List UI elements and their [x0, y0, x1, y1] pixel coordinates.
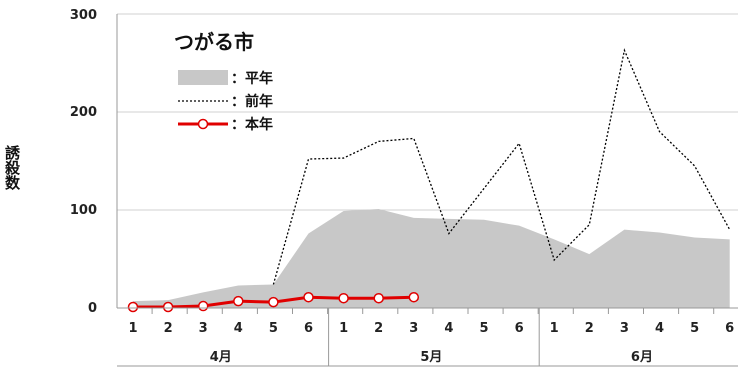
honnen-point [338, 292, 349, 304]
month-label: 4月 [210, 350, 232, 365]
x-tick-label: 5 [479, 321, 488, 336]
month-label: 6月 [631, 350, 653, 365]
x-tick-label: 2 [585, 321, 594, 336]
legend-swatch-honnen-marker [197, 118, 209, 130]
legend-swatch-heinen [178, 70, 228, 85]
x-tick-label: 6 [725, 321, 734, 336]
honnen-point [303, 291, 314, 303]
honnen-point [373, 292, 384, 304]
month-label: 5月 [420, 350, 442, 365]
y-tick-label: 200 [70, 105, 97, 120]
legend: ：平年 ：前年 ：本年 [178, 70, 273, 133]
x-tick-label: 1 [339, 321, 348, 336]
honnen-point [162, 301, 174, 313]
x-tick-label: 2 [164, 321, 173, 336]
x-tick-label: 5 [269, 321, 278, 336]
y-tick-label: 300 [70, 8, 97, 23]
x-tick-label: 4 [234, 321, 243, 336]
legend-label-heinen: ：平年 [231, 70, 273, 87]
y-tick-label: 0 [88, 301, 97, 316]
honnen-point [233, 295, 244, 307]
legend-label-honnen: ：本年 [231, 116, 273, 133]
x-tick-label: 3 [199, 321, 208, 336]
series-heinen-area [133, 209, 730, 308]
x-tick-label: 6 [515, 321, 524, 336]
legend-label-zennen: ：前年 [231, 93, 273, 110]
x-tick-label: 6 [304, 321, 313, 336]
x-tick-label: 5 [690, 321, 699, 336]
y-axis-label: 誘殺数 [3, 144, 21, 191]
honnen-point [408, 291, 420, 303]
honnen-point [268, 296, 279, 308]
x-tick-label: 3 [620, 321, 629, 336]
honnen-point [127, 301, 139, 313]
chart-title: つがる市 [174, 30, 254, 54]
x-tick-label: 2 [374, 321, 383, 336]
x-tick-label: 4 [655, 321, 664, 336]
x-tick-label: 1 [128, 321, 137, 336]
y-tick-label: 100 [70, 203, 97, 218]
x-tick-label: 3 [409, 321, 418, 336]
x-tick-label: 4 [444, 321, 453, 336]
honnen-point [197, 300, 209, 312]
x-tick-label: 1 [550, 321, 559, 336]
